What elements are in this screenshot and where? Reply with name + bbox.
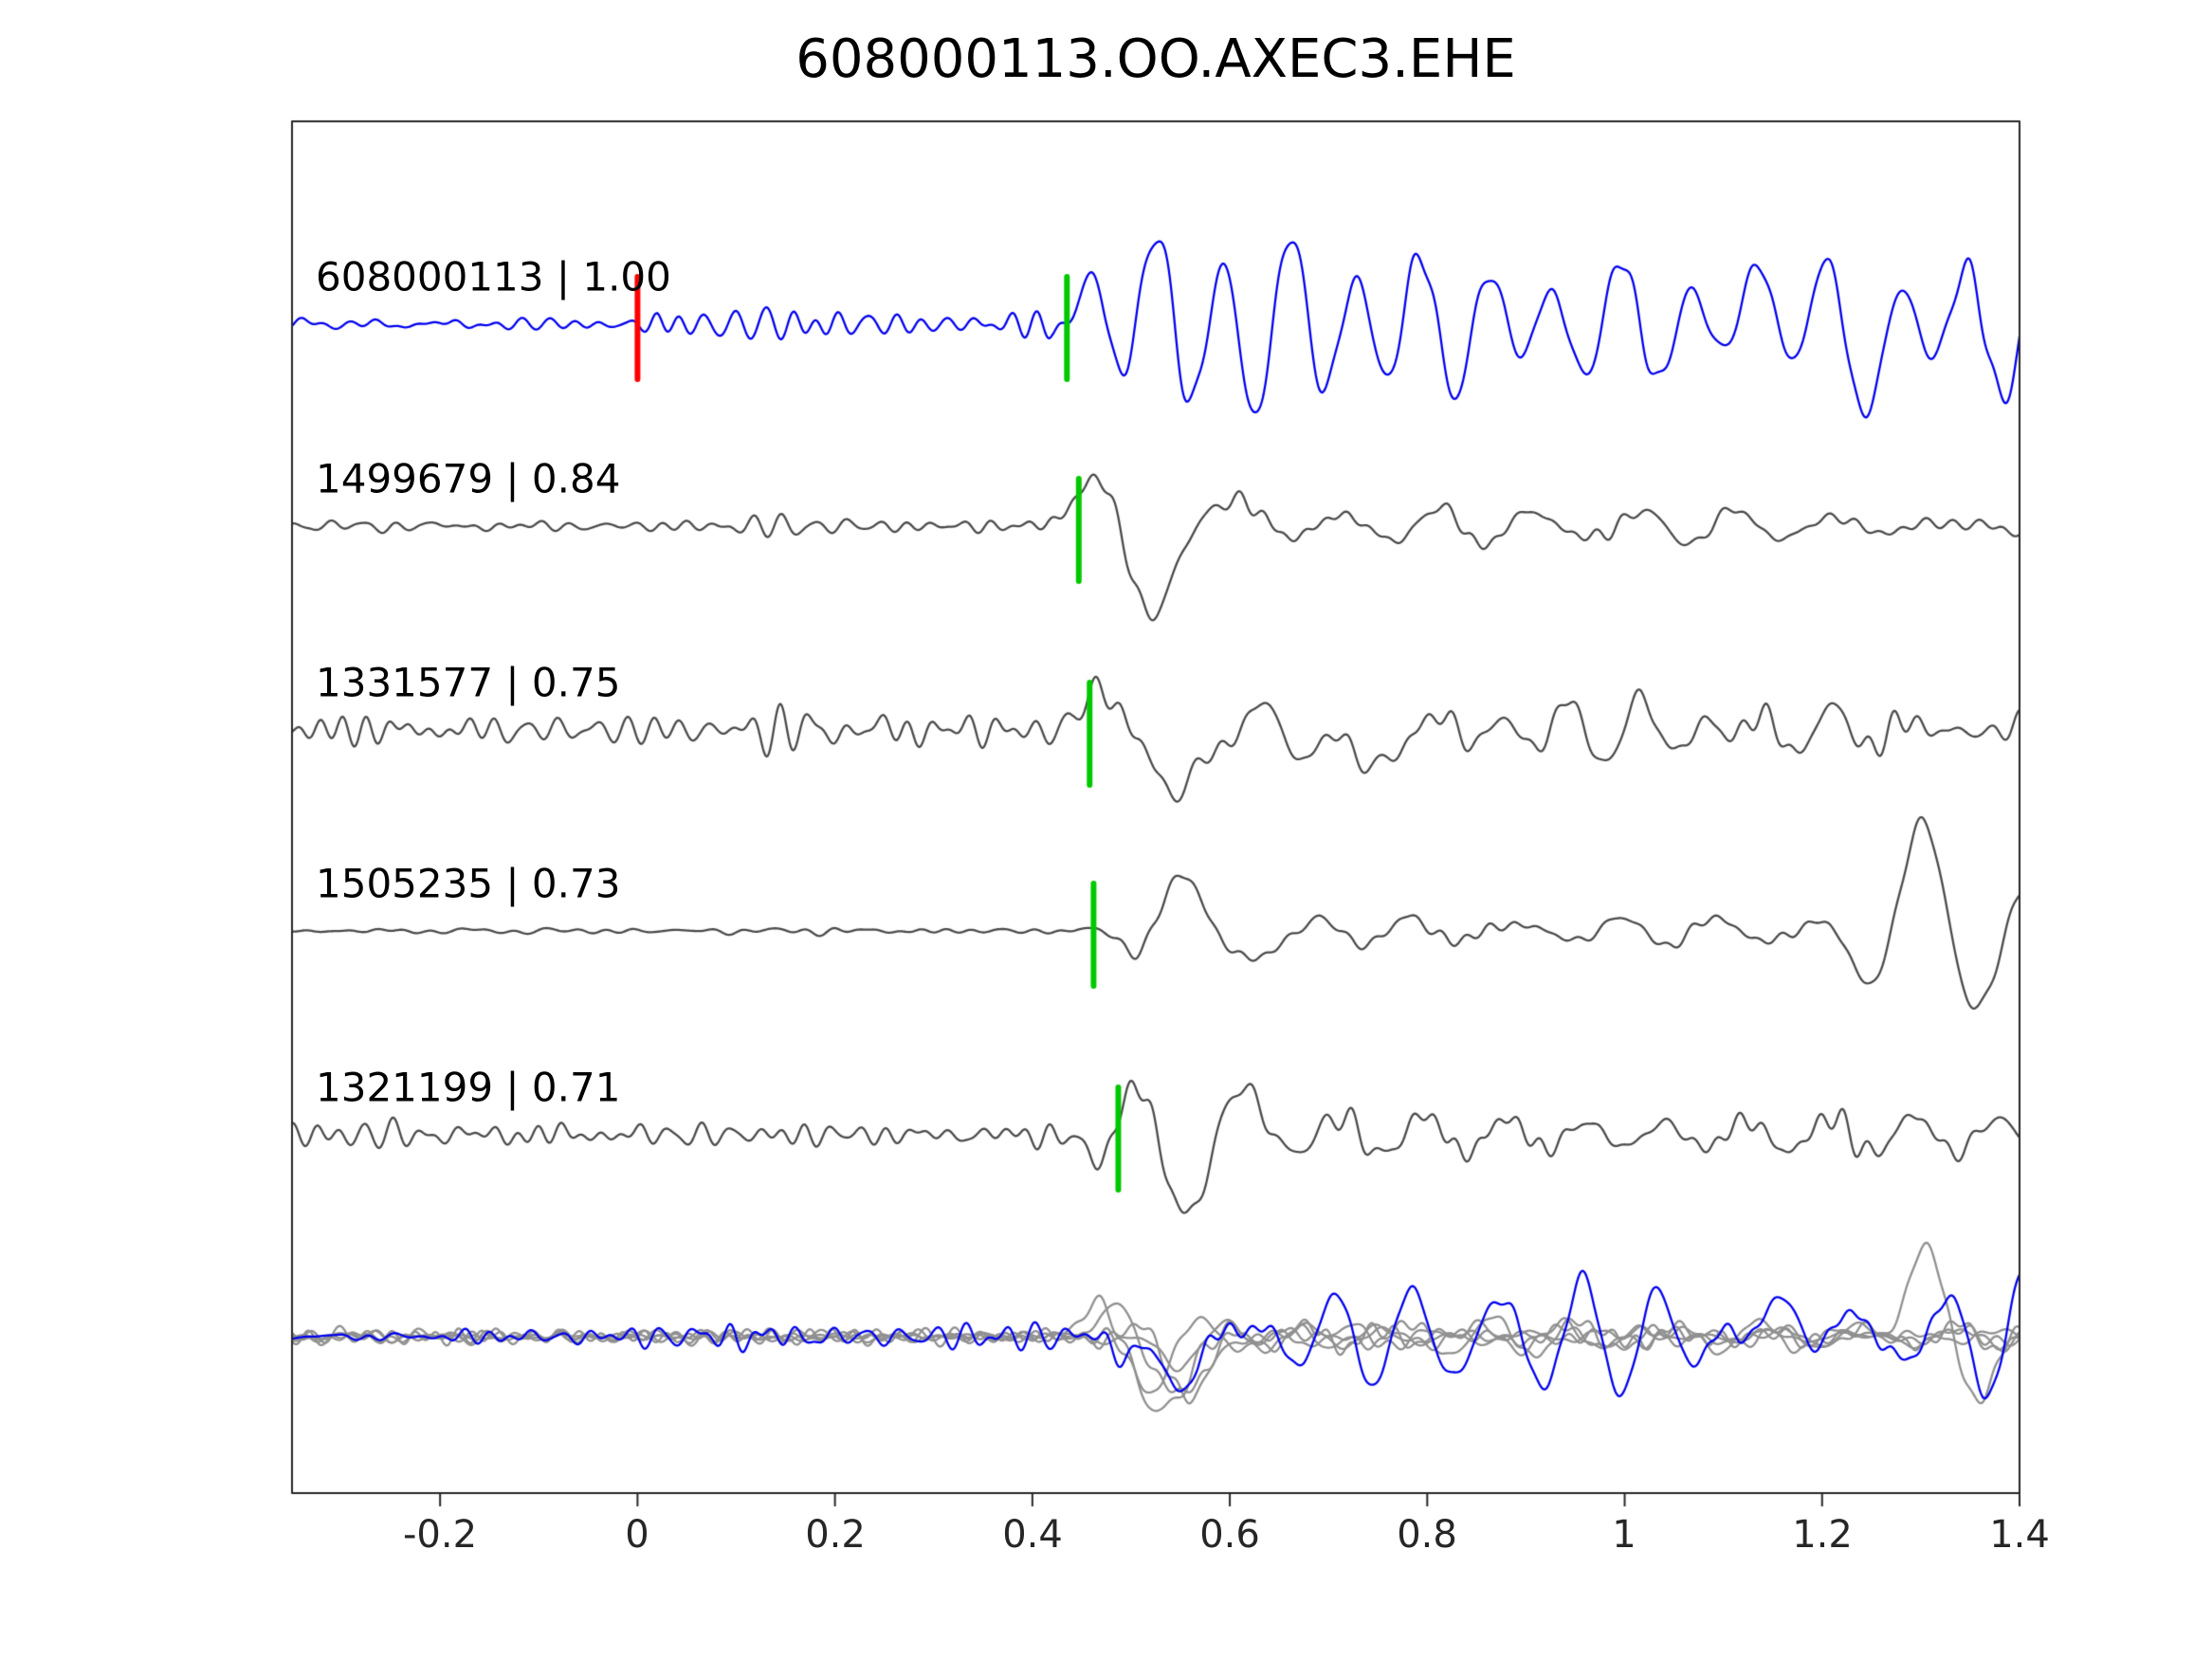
trace-label-template: 608000113 | 1.00 xyxy=(316,253,671,301)
trace-label-match-2: 1331577 | 0.75 xyxy=(316,659,621,706)
x-tick-label: 1.4 xyxy=(1989,1513,2050,1557)
x-tick-label: 0.4 xyxy=(1002,1513,1063,1557)
trace-label-match-1: 1499679 | 0.84 xyxy=(316,455,621,502)
chart-title: 608000113.OO.AXEC3.EHE xyxy=(795,28,1516,90)
x-tick-label: 0.2 xyxy=(805,1513,866,1557)
x-tick-label: 0.6 xyxy=(1199,1513,1260,1557)
trace-label-match-3: 1505235 | 0.73 xyxy=(316,860,621,907)
x-tick-label: -0.2 xyxy=(402,1513,478,1557)
x-tick-label: 0 xyxy=(625,1513,649,1557)
trace-label-match-4: 1321199 | 0.71 xyxy=(316,1064,621,1111)
x-tick-label: 0.8 xyxy=(1397,1513,1457,1557)
x-tick-label: 1.2 xyxy=(1792,1513,1853,1557)
x-tick-label: 1 xyxy=(1612,1513,1636,1557)
